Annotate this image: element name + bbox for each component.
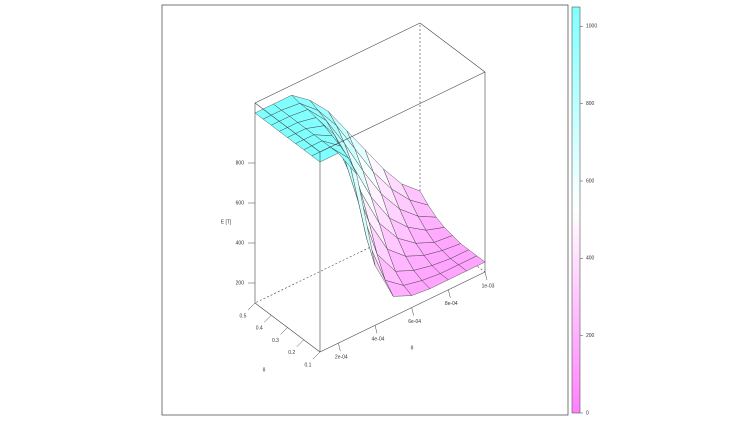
- x-tick: [247, 302, 256, 311]
- x-tick-label: 0.5: [240, 313, 247, 319]
- x-axis-label: θ: [263, 367, 266, 373]
- y-tick: [411, 307, 414, 316]
- y-axis-label: θ: [411, 345, 414, 351]
- box-front: 0.1 0.2 0.3 0.4 0.5 2e-04 4e-04 6e-04 8e-04 1e-03…: [236, 22, 495, 368]
- y-tick-label: 2e-04: [335, 354, 348, 360]
- y-tick-label: 8e-04: [445, 301, 458, 307]
- x-tick: [296, 339, 304, 347]
- box-edge: [254, 222, 421, 304]
- colorbar-tick-label: 800: [586, 101, 595, 107]
- x-tick-label: 0.2: [288, 350, 295, 356]
- x-tick: [264, 315, 272, 323]
- y-tick-label: 1e-03: [482, 283, 495, 289]
- y-tick-label: 4e-04: [372, 337, 385, 343]
- x-tick-label: 0.4: [256, 326, 263, 332]
- z-axis-label: E [T]: [221, 219, 232, 225]
- x-tick: [312, 351, 321, 360]
- colorbar: [571, 6, 581, 414]
- box-edge: [319, 271, 486, 353]
- colorbar-ticks: 0 200 400 600 800 1000: [580, 24, 597, 416]
- box-edge: [319, 71, 486, 153]
- z-tick-label: 200: [236, 280, 245, 286]
- x-tick: [280, 327, 288, 335]
- z-tick-label: 400: [236, 240, 245, 246]
- box-edge: [254, 102, 321, 153]
- x-tick-label: 0.3: [272, 338, 279, 344]
- colorbar-tick-label: 1000: [586, 24, 597, 30]
- colorbar-tick-label: 0: [586, 410, 589, 416]
- surface: [254, 94, 486, 297]
- box-edge: [419, 22, 486, 73]
- colorbar-tick-label: 400: [586, 256, 595, 262]
- plot-frame: [161, 4, 569, 416]
- z-tick-label: 800: [236, 160, 245, 166]
- colorbar-tick-label: 200: [586, 333, 595, 339]
- y-tick-label: 6e-04: [408, 319, 421, 325]
- y-tick: [374, 325, 378, 334]
- y-tick: [338, 343, 341, 352]
- colorbar-tick-label: 600: [586, 178, 595, 184]
- y-tick: [484, 271, 488, 281]
- y-tick: [448, 289, 451, 298]
- box-edge: [254, 22, 421, 104]
- z-tick-label: 600: [236, 200, 245, 206]
- x-tick-label: 0.1: [305, 362, 312, 368]
